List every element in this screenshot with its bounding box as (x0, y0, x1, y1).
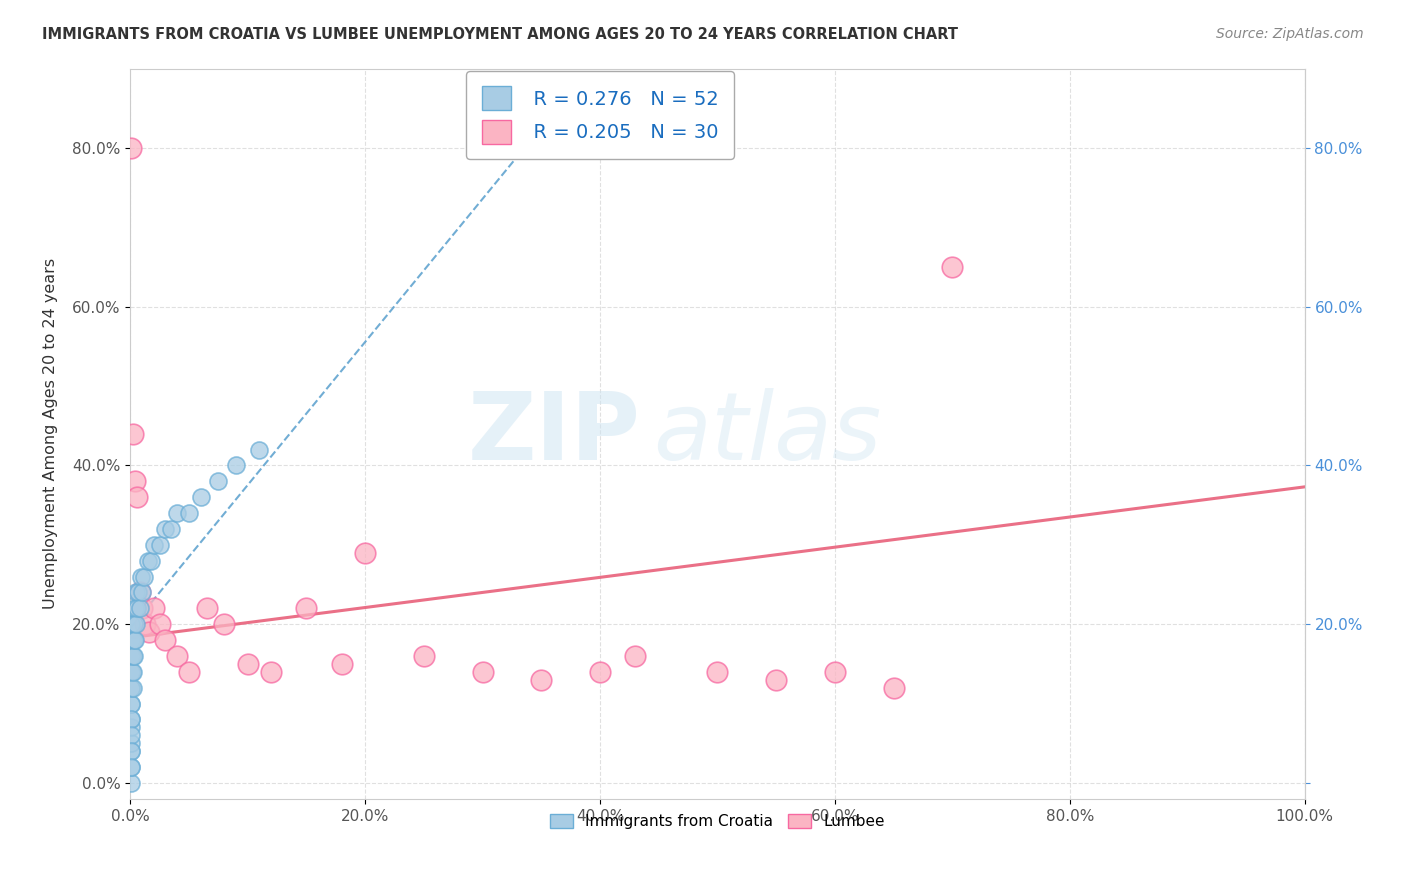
Point (354, 546, 377, 560)
Text: IMMIGRANTS FROM CROATIA VS LUMBEE UNEMPLOYMENT AMONG AGES 20 TO 24 YEARS CORRELA: IMMIGRANTS FROM CROATIA VS LUMBEE UNEMPL… (42, 27, 957, 42)
Point (120, 728, 142, 742)
Point (131, 585, 153, 599)
Point (120, 681, 142, 695)
Point (330, 657, 353, 671)
Point (122, 617, 145, 632)
Point (127, 601, 149, 615)
Legend: Immigrants from Croatia, Lumbee: Immigrants from Croatia, Lumbee (544, 808, 891, 835)
Point (136, 554, 159, 568)
Point (128, 585, 150, 599)
Point (125, 585, 148, 599)
Point (121, 648, 143, 663)
Point (589, 665, 612, 679)
Point (125, 617, 148, 632)
Text: Source: ZipAtlas.com: Source: ZipAtlas.com (1216, 27, 1364, 41)
Point (122, 648, 145, 663)
Point (121, 633, 143, 648)
Point (149, 538, 172, 552)
Point (121, 681, 143, 695)
Y-axis label: Unemployment Among Ages 20 to 24 years: Unemployment Among Ages 20 to 24 years (44, 258, 58, 609)
Point (134, 569, 156, 583)
Point (127, 490, 149, 504)
Point (120, 648, 142, 663)
Point (122, 633, 145, 648)
Point (236, 657, 259, 671)
Point (124, 633, 146, 648)
Point (883, 681, 905, 695)
Point (706, 665, 728, 679)
Point (160, 522, 183, 536)
Point (134, 617, 156, 632)
Point (765, 673, 787, 687)
Point (124, 601, 146, 615)
Point (120, 760, 142, 774)
Point (120, 776, 142, 790)
Point (155, 522, 177, 536)
Point (121, 633, 143, 648)
Point (142, 601, 165, 615)
Point (295, 601, 318, 615)
Point (120, 697, 142, 711)
Point (824, 665, 846, 679)
Point (121, 426, 143, 441)
Point (120, 141, 142, 155)
Point (177, 506, 200, 520)
Point (471, 665, 494, 679)
Point (120, 713, 142, 727)
Point (120, 713, 142, 727)
Point (941, 260, 963, 274)
Point (120, 665, 142, 679)
Point (138, 625, 160, 640)
Point (120, 648, 142, 663)
Point (121, 665, 143, 679)
Point (412, 648, 434, 663)
Point (124, 475, 146, 489)
Point (177, 665, 200, 679)
Point (166, 506, 188, 520)
Point (120, 744, 142, 758)
Point (225, 458, 247, 473)
Point (149, 617, 172, 632)
Point (142, 538, 165, 552)
Point (120, 681, 142, 695)
Point (127, 585, 149, 599)
Point (120, 617, 142, 632)
Point (121, 648, 143, 663)
Point (624, 648, 647, 663)
Point (530, 673, 553, 687)
Point (195, 601, 218, 615)
Point (166, 648, 188, 663)
Point (121, 665, 143, 679)
Point (129, 569, 152, 583)
Point (249, 442, 271, 457)
Point (120, 665, 142, 679)
Point (190, 490, 212, 504)
Point (155, 633, 177, 648)
Point (120, 736, 142, 750)
Point (131, 601, 153, 615)
Point (120, 744, 142, 758)
Point (120, 760, 142, 774)
Point (120, 720, 142, 734)
Point (207, 475, 229, 489)
Point (120, 697, 142, 711)
Point (120, 633, 142, 648)
Point (141, 554, 163, 568)
Point (128, 601, 150, 615)
Point (260, 665, 283, 679)
Text: atlas: atlas (652, 388, 882, 479)
Text: ZIP: ZIP (468, 388, 641, 480)
Point (212, 617, 235, 632)
